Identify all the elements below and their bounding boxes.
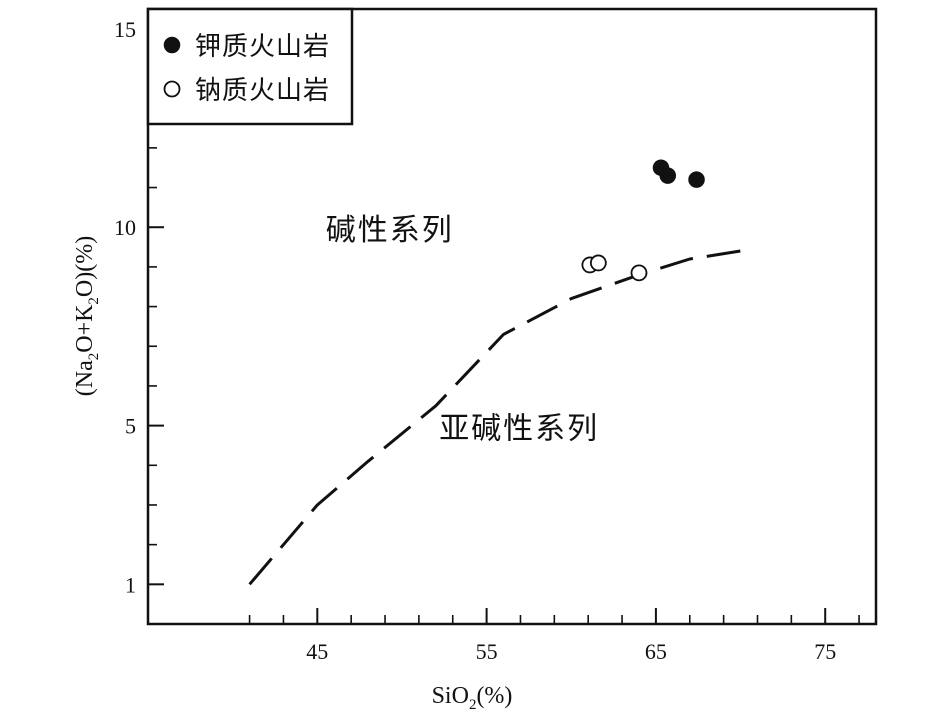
y-tick-label: 15 [114,17,136,42]
x-tick-label: 65 [645,639,667,664]
legend-label-potassic: 钾质火山岩 [195,32,330,62]
x-axis-title: SiO2(%) [432,683,513,713]
legend-box [146,7,354,126]
boundary-dashed-line [248,249,741,586]
y-tick-label: 5 [125,414,136,439]
point-potassic [688,171,705,188]
x-tick-label: 75 [814,639,836,664]
y-tick-label: 10 [114,215,136,240]
annotation-subalkaline: 亚碱性系列 [439,412,599,447]
legend-marker-sodic [163,80,181,98]
y-axis-title: (Na2O+K2O)(%) [72,236,102,397]
y-tick-label: 1 [125,572,136,597]
boundary-line-group [248,249,741,586]
point-sodic [589,254,607,272]
point-potassic [659,167,677,184]
legend-marker-potassic [163,36,181,54]
annotation-alkaline: 碱性系列 [326,213,454,248]
legend-label-sodic: 钠质火山岩 [195,76,330,106]
x-tick-label: 45 [306,639,328,664]
x-tick-label: 55 [476,639,498,664]
data-points [581,159,705,282]
point-sodic [630,264,648,282]
plot-frame [146,7,878,626]
legend: 钾质火山岩 钠质火山岩 [146,7,354,126]
